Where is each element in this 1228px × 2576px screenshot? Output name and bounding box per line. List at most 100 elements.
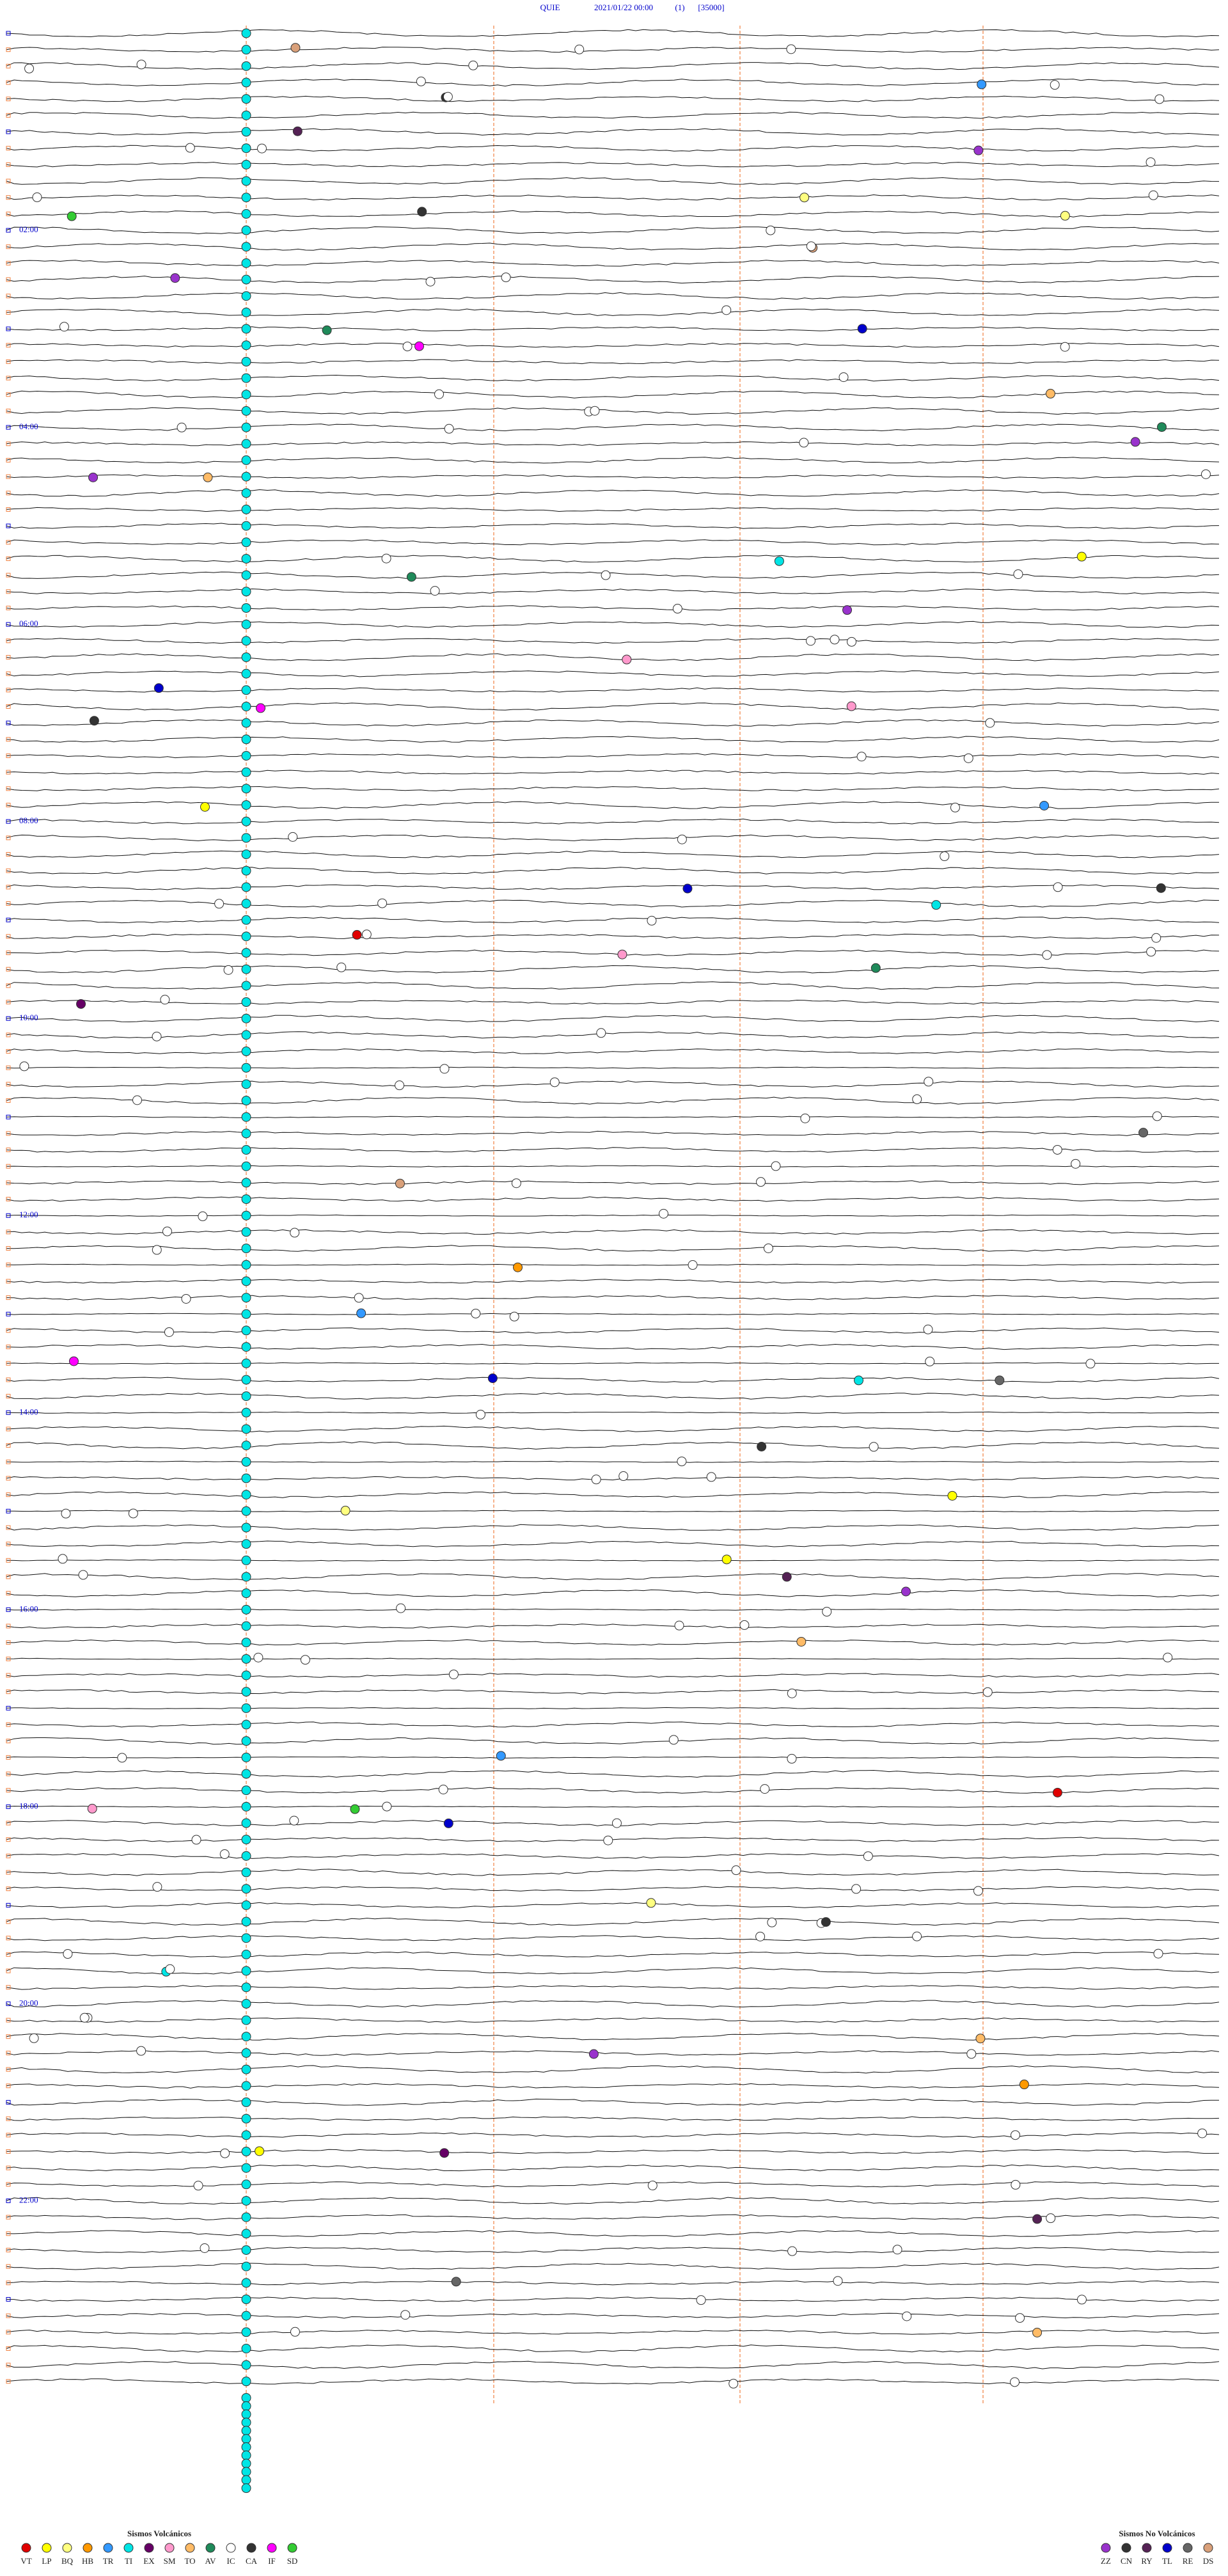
trace [6,834,1220,841]
event-marker [1052,1787,1062,1798]
event-marker [439,1064,450,1074]
event-marker [618,1471,629,1482]
row-marker [6,2247,11,2252]
ti-marker [241,2327,251,2337]
trace [6,507,1220,512]
event-marker [377,898,388,908]
ti-marker [241,882,251,892]
ti-marker [241,258,251,268]
row-marker [6,704,11,709]
trace [6,145,1220,152]
ti-marker [241,800,251,810]
trace [6,2263,1220,2270]
event-marker [591,1474,601,1485]
trace [6,620,1220,628]
trace [6,489,1220,497]
ti-marker [241,1457,251,1467]
trace [6,260,1220,267]
row-marker [6,277,11,282]
row-marker [6,2313,11,2318]
event-marker [721,305,732,315]
trace [6,1147,1220,1153]
event-marker [1060,342,1070,352]
event-marker [659,1208,669,1219]
ti-marker [241,1752,251,1762]
event-marker [350,1804,360,1814]
legend-code: VT [20,2556,31,2566]
event-marker [451,2277,461,2287]
event-marker [448,1670,459,1680]
ti-marker [241,61,251,71]
trace [6,1689,1220,1695]
row-marker [6,2149,11,2154]
event-marker [1053,882,1063,892]
trace [6,539,1220,546]
event-marker [1085,1359,1096,1369]
event-marker [511,1178,521,1189]
row-marker [6,1148,11,1153]
event-marker [771,1161,781,1171]
trace [6,292,1220,300]
ti-marker [241,1441,251,1451]
trace [6,2296,1220,2302]
ti-marker [241,2467,251,2477]
row-marker [6,1919,11,1924]
event-marker [128,1508,138,1519]
legend-swatch [42,2543,52,2553]
trace [6,2181,1220,2188]
row-marker [6,540,11,545]
legend-code: DS [1203,2556,1214,2566]
row-marker [6,2067,11,2072]
event-marker [799,193,810,203]
legend-swatch [1183,2543,1193,2553]
ti-marker [241,209,251,219]
trace [6,1343,1220,1350]
event-marker [32,192,42,202]
event-marker [439,2148,450,2158]
event-marker [774,556,784,566]
event-marker [136,2046,146,2056]
ti-marker [241,1293,251,1303]
row-marker [6,2280,11,2286]
row-marker [6,63,11,68]
event-marker [513,1262,523,1272]
event-marker [164,1327,174,1337]
ti-marker [241,1490,251,1500]
ti-marker [241,2048,251,2058]
event-marker [1138,1128,1149,1138]
ti-marker [241,2245,251,2255]
row-marker [6,1016,11,1021]
trace [6,95,1220,102]
trace [6,1935,1220,1941]
ti-marker [241,373,251,383]
event-marker [677,834,687,844]
trace [6,2098,1219,2106]
ti-marker [241,1506,251,1516]
row-marker [6,1492,11,1497]
ti-marker [241,1047,251,1057]
row-marker [6,260,11,265]
legend-code: TO [184,2556,195,2566]
trace [6,1080,1220,1088]
row-marker [6,934,11,939]
event-marker [255,2146,265,2156]
event-marker [468,60,478,70]
row-marker [6,835,11,841]
trace [6,638,1220,644]
event-marker [87,1803,97,1813]
trace [6,1263,1220,1266]
time-label: 20:00 [19,1998,38,2007]
event-marker [177,422,187,432]
legend-code: CA [246,2556,258,2566]
date: 2021/01/22 00:00 [594,3,653,12]
event-marker [806,241,816,251]
ti-marker [241,2130,251,2140]
ti-marker [241,1719,251,1730]
ti-marker [241,1128,251,1139]
legend-code: IF [268,2556,276,2566]
ti-marker [241,2081,251,2091]
row-marker [6,2050,11,2055]
row-marker [6,2001,11,2006]
row-marker [6,375,11,381]
legend-code: SD [287,2556,298,2566]
